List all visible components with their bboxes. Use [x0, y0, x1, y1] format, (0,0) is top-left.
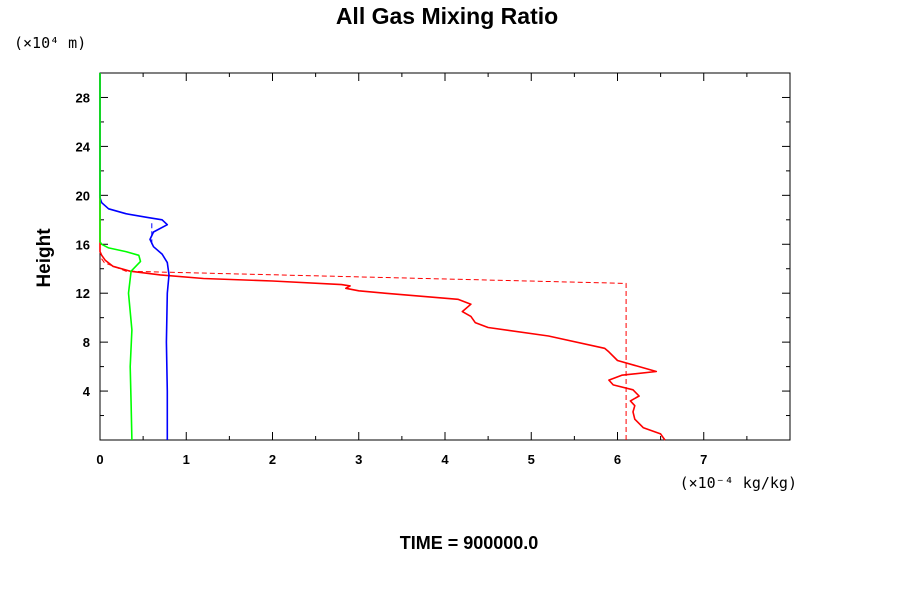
y-tick-label: 12	[76, 286, 90, 301]
y-tick-label: 16	[76, 237, 90, 252]
x-tick-label: 2	[269, 452, 276, 467]
series-line-dashed	[99, 256, 627, 440]
x-tick-label: 3	[355, 452, 362, 467]
y-axis-label: Height	[34, 228, 55, 288]
series-line	[99, 73, 142, 441]
y-tick-label: 24	[76, 139, 91, 154]
series-line	[99, 73, 170, 440]
x-tick-label: 0	[96, 452, 103, 467]
y-tick-label: 20	[76, 188, 90, 203]
y-unit-label: (×10⁴ m)	[14, 34, 86, 52]
series-line	[99, 73, 666, 441]
x-tick-label: 4	[441, 452, 449, 467]
series-group	[99, 73, 666, 441]
x-tick-label: 1	[183, 452, 190, 467]
y-tick-label: 8	[83, 335, 90, 350]
x-tick-label: 6	[614, 452, 621, 467]
y-tick-label: 28	[76, 90, 90, 105]
chart-title: All Gas Mixing Ratio	[336, 3, 558, 29]
axis-ticks	[99, 72, 791, 440]
time-label: TIME = 900000.0	[400, 533, 539, 553]
y-tick-label: 4	[83, 384, 91, 399]
plot-frame	[99, 72, 791, 441]
x-tick-label: 7	[700, 452, 707, 467]
x-tick-label: 5	[528, 452, 535, 467]
x-unit-label: (×10⁻⁴ kg/kg)	[680, 474, 797, 492]
